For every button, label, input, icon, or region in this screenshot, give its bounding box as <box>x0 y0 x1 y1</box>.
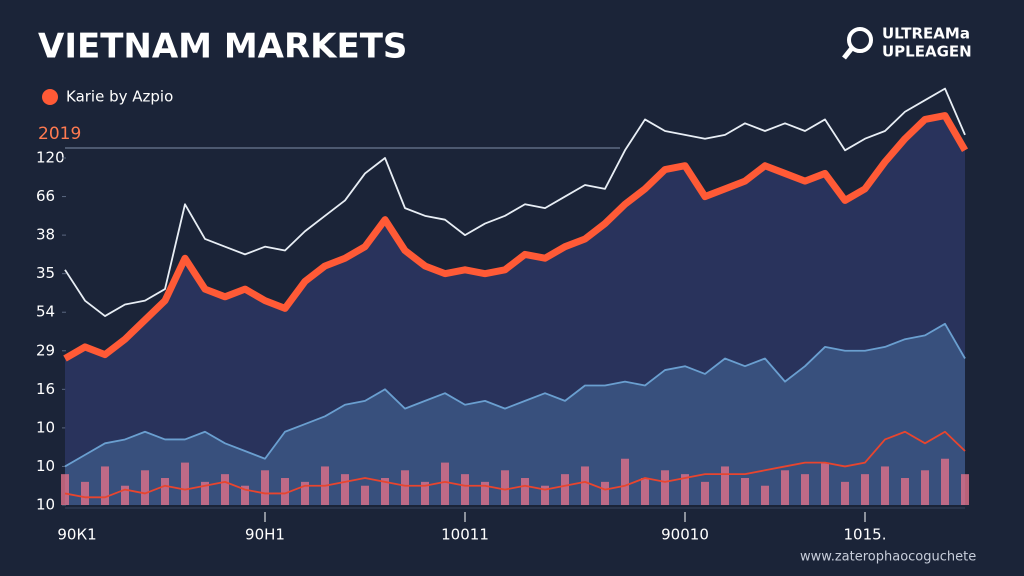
bar <box>481 481 489 505</box>
y-tick-label: 66 <box>36 187 55 205</box>
bar <box>641 478 649 505</box>
bar <box>141 470 149 505</box>
bar <box>461 474 469 505</box>
x-tick-label: 90Н1 <box>245 526 285 544</box>
bar <box>101 466 109 505</box>
bar <box>661 470 669 505</box>
bar <box>841 481 849 505</box>
bar <box>281 478 289 505</box>
bar <box>941 458 949 505</box>
bar <box>421 481 429 505</box>
bar <box>241 485 249 505</box>
bar <box>381 478 389 505</box>
bar <box>881 466 889 505</box>
bar <box>541 485 549 505</box>
bar <box>201 481 209 505</box>
legend-marker <box>42 89 58 105</box>
bar <box>901 478 909 505</box>
x-tick-label: 10011 <box>441 526 489 544</box>
bar <box>801 474 809 505</box>
bar <box>221 474 229 505</box>
bar <box>741 478 749 505</box>
bar <box>301 481 309 505</box>
annotation: 2019 <box>38 124 81 144</box>
bar <box>161 478 169 505</box>
line <box>64 430 966 499</box>
x-tick-label: 1015. <box>844 526 887 544</box>
bar <box>821 462 829 505</box>
bar <box>501 470 509 505</box>
bar <box>761 485 769 505</box>
logo-text: ULTREAMa <box>882 25 970 43</box>
bar <box>701 481 709 505</box>
logo: ULTREAMa UPLEAGEN <box>842 25 972 61</box>
bar <box>561 474 569 505</box>
bar <box>401 470 409 505</box>
line <box>64 322 966 468</box>
y-tick-label: 120 <box>36 149 65 167</box>
bar <box>181 462 189 505</box>
bar <box>341 474 349 505</box>
y-tick-label: 10 <box>36 457 55 475</box>
line <box>64 87 966 317</box>
x-tick-label: 90К1 <box>57 526 96 544</box>
watermark: www.zaterophaocoguchete <box>800 550 976 565</box>
y-tick-label: 29 <box>36 341 55 359</box>
y-tick-label: 10 <box>36 496 55 514</box>
y-tick-label: 16 <box>36 380 55 398</box>
bar <box>721 466 729 505</box>
y-tick-label: 38 <box>36 226 55 244</box>
bar <box>601 481 609 505</box>
bar <box>261 470 269 505</box>
bar <box>621 458 629 505</box>
y-tick-label: 54 <box>36 303 55 321</box>
bar <box>61 474 69 505</box>
bar <box>521 478 529 505</box>
logo-text: UPLEAGEN <box>882 43 972 61</box>
y-tick-label: 10 <box>36 418 55 436</box>
bar <box>921 470 929 505</box>
bar <box>121 485 129 505</box>
bar <box>781 470 789 505</box>
legend-label: Karie by Azpio <box>66 88 173 106</box>
bar <box>681 474 689 505</box>
bar <box>441 462 449 505</box>
bar <box>961 474 969 505</box>
logo-icon <box>847 27 873 53</box>
x-tick-label: 90010 <box>661 526 709 544</box>
chart-title: VIETNAM MARKETS <box>38 27 407 67</box>
bar <box>361 485 369 505</box>
bar <box>861 474 869 505</box>
logo-icon <box>842 46 854 60</box>
area <box>65 323 965 505</box>
y-tick-label: 35 <box>36 264 55 282</box>
line <box>63 112 969 362</box>
bar <box>81 481 89 505</box>
bar <box>581 466 589 505</box>
